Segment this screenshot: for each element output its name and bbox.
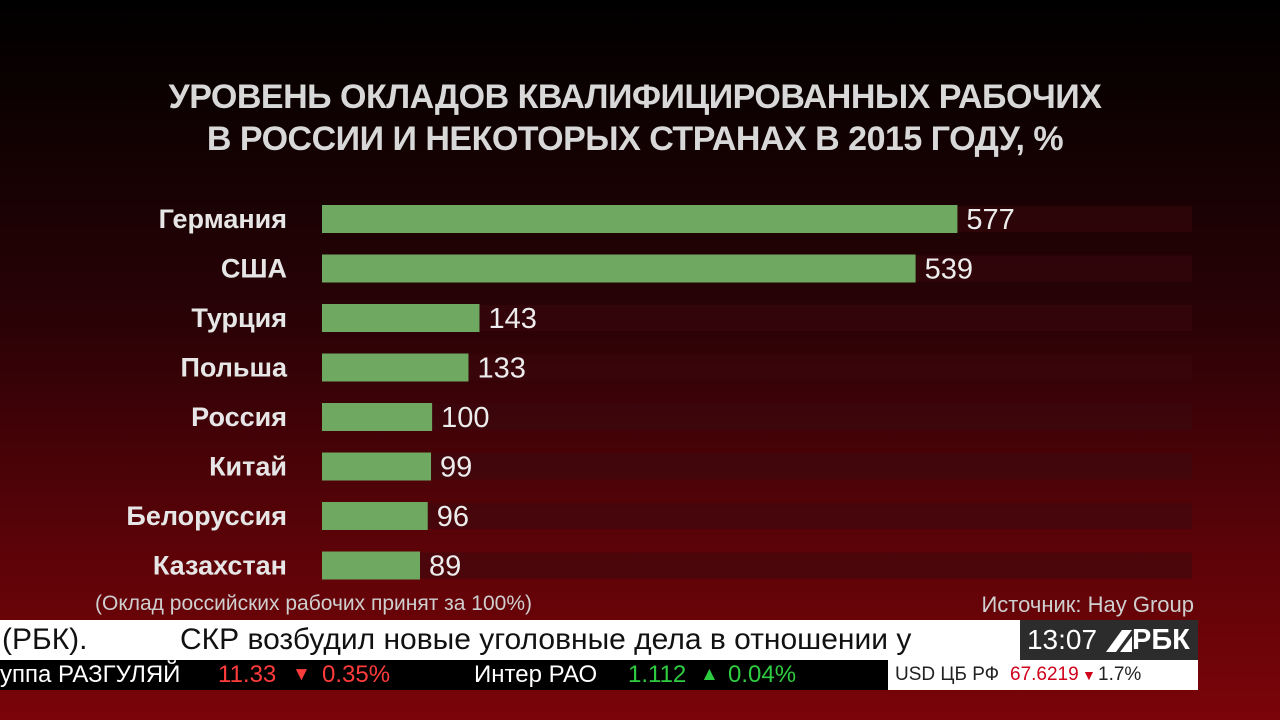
bar — [322, 205, 958, 233]
value-label: 99 — [440, 452, 472, 484]
stock-ticker: уппа РАЗГУЛЯЙ 11.33 ▼ 0.35% Интер РАО 1.… — [0, 660, 888, 690]
category-label: США — [221, 254, 287, 284]
currency-rate: USD ЦБ РФ 67.6219 ▼ 1.7% — [888, 660, 1198, 690]
bar — [322, 403, 433, 431]
bar — [322, 304, 480, 332]
category-label: Белоруссия — [126, 501, 287, 531]
bar — [322, 551, 421, 580]
news-ticker: (РБК). СКР возбудил новые уголовные дела… — [0, 620, 1020, 660]
category-label: Казахстан — [153, 551, 287, 581]
up-arrow-icon: ▲ — [700, 664, 719, 685]
stock-change: 0.04% — [728, 661, 797, 688]
bar-track — [322, 552, 1192, 579]
currency-value: 67.6219 — [1010, 664, 1079, 685]
currency-change: 1.7% — [1098, 664, 1142, 685]
chart-source: Источник: Hay Group — [981, 592, 1194, 617]
channel-logo: РБК — [1104, 620, 1198, 660]
bar-track — [322, 453, 1192, 480]
ticker-headline: СКР возбудил новые уголовные дела в отно… — [180, 623, 912, 656]
stock-change: 0.35% — [322, 661, 391, 688]
channel-logo-text: РБК — [1132, 624, 1190, 656]
category-label: Россия — [191, 402, 287, 432]
category-label: Польша — [181, 353, 288, 383]
bar-chart: Германия 577 США 539 Турция 143 Польша 133 Росси… — [126, 204, 1192, 583]
chart-title: УРОВЕНЬ ОКЛАДОВ КВАЛИФИЦИРОВАННЫХ РАБОЧИ… — [0, 76, 1270, 160]
down-arrow-icon: ▼ — [292, 664, 311, 685]
stock-price: 1.112 — [628, 661, 687, 688]
ticker-previous-fragment: (РБК). — [2, 623, 88, 656]
value-label: 577 — [966, 204, 1014, 236]
stock-name: уппа РАЗГУЛЯЙ — [0, 661, 181, 688]
bar — [322, 254, 916, 283]
stock-price: 11.33 — [218, 661, 277, 688]
rbc-logo-icon — [1106, 630, 1132, 652]
chart-title-line-2: В РОССИИ И НЕКОТОРЫХ СТРАНАХ В 2015 ГОДУ… — [206, 120, 1064, 158]
category-label: Германия — [159, 204, 287, 234]
bar — [322, 452, 432, 481]
currency-label: USD ЦБ РФ — [895, 664, 1000, 685]
value-label: 539 — [925, 254, 973, 286]
value-label: 143 — [488, 303, 536, 335]
value-label: 133 — [477, 353, 525, 385]
value-label: 100 — [441, 402, 489, 434]
down-arrow-icon: ▼ — [1082, 667, 1096, 683]
bar — [322, 353, 469, 382]
chart-footnote: (Оклад российских рабочих принят за 100%… — [95, 592, 533, 615]
stock-item: уппа РАЗГУЛЯЙ — [0, 660, 180, 690]
value-label: 89 — [429, 551, 461, 583]
bar-track — [322, 503, 1192, 529]
category-label: Турция — [191, 303, 287, 333]
stock-name: Интер РАО — [474, 661, 598, 688]
chart-title-line-1: УРОВЕНЬ ОКЛАДОВ КВАЛИФИЦИРОВАННЫХ РАБОЧИ… — [168, 78, 1102, 116]
value-label: 96 — [437, 501, 469, 533]
category-label: Китай — [209, 452, 287, 482]
broadcast-clock: 13:07 — [1020, 620, 1104, 660]
bar-track — [322, 404, 1192, 430]
bar — [322, 502, 428, 530]
